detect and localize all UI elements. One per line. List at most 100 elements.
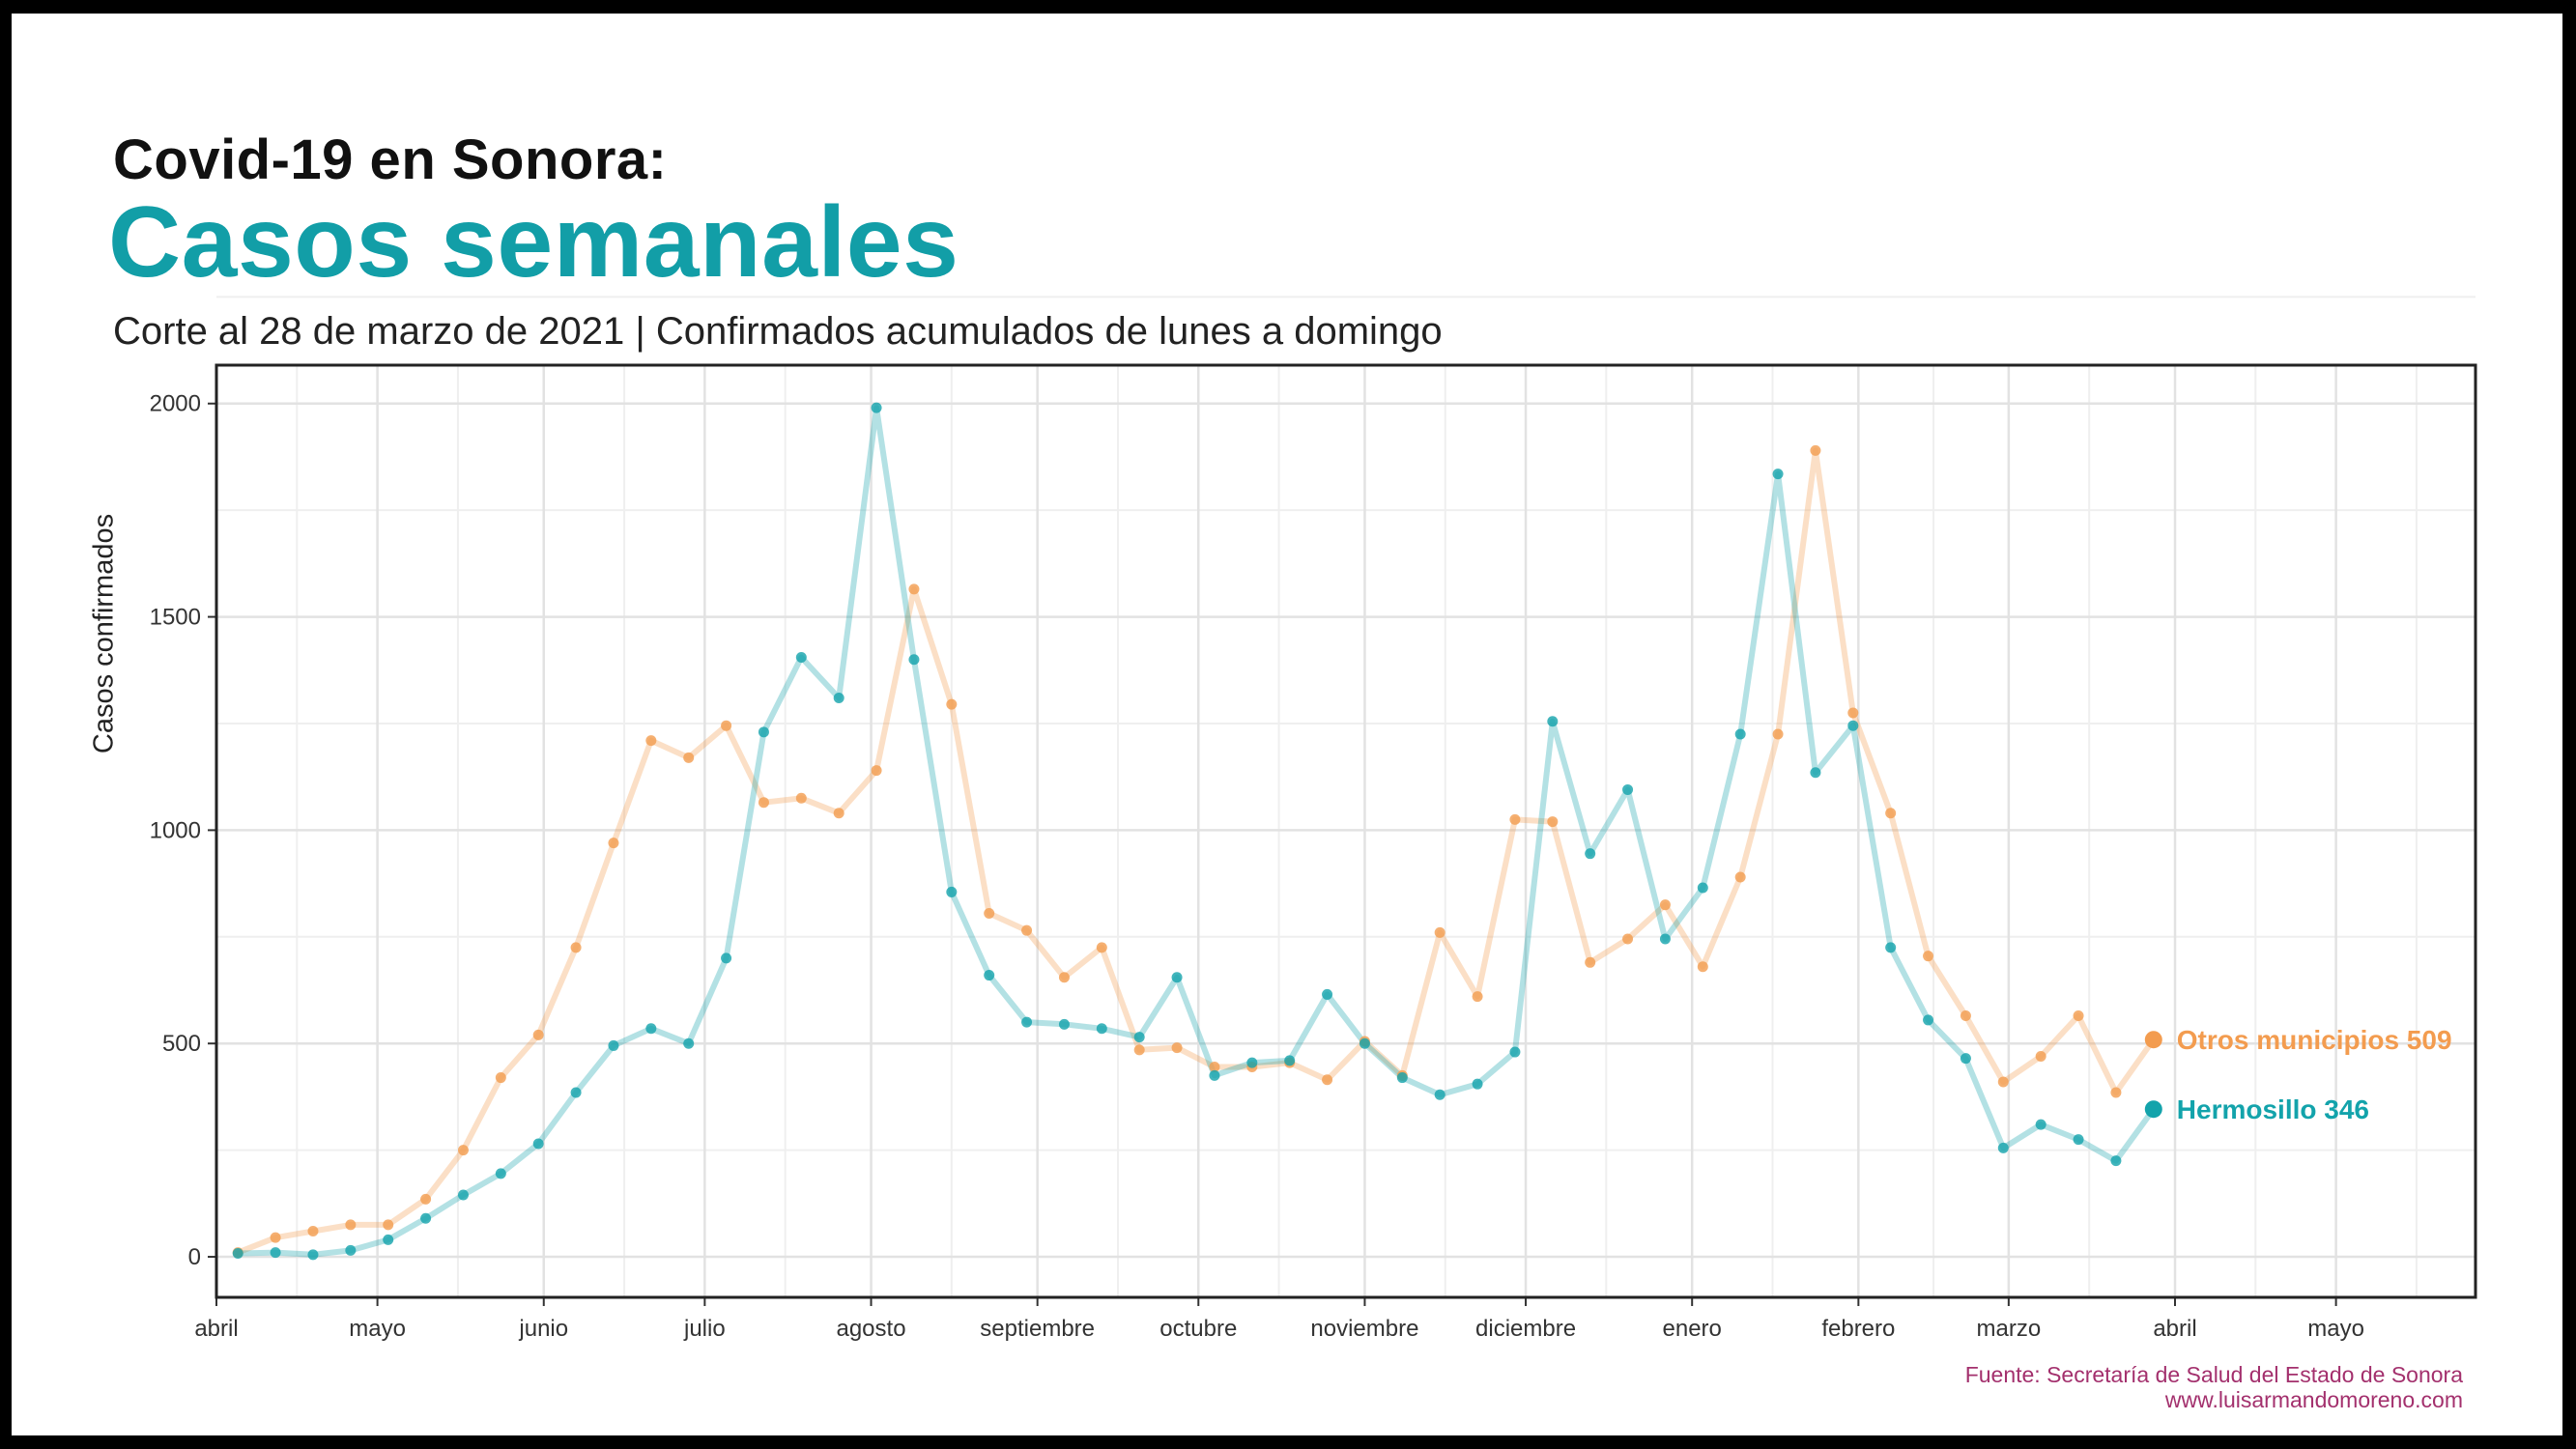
data-point-hermosillo (1058, 1018, 1070, 1030)
data-point-otros-municipios (532, 1029, 544, 1040)
data-point-otros-municipios (984, 908, 995, 920)
data-point-otros-municipios (683, 752, 695, 763)
data-point-hermosillo (345, 1244, 357, 1256)
x-tick-label: julio (683, 1316, 726, 1342)
data-point-otros-municipios (1058, 972, 1070, 983)
data-point-otros-municipios (1585, 956, 1596, 968)
data-point-otros-municipios (495, 1072, 506, 1084)
chart-pretitle: Covid-19 en Sonora: (113, 128, 668, 191)
data-point-hermosillo (457, 1189, 469, 1201)
data-point-otros-municipios (1322, 1074, 1333, 1086)
data-point-hermosillo (1096, 1023, 1107, 1035)
data-point-hermosillo (383, 1234, 394, 1245)
chart-card: Covid-19 en Sonora: Casos semanales Cort… (12, 14, 2562, 1435)
data-point-otros-municipios (1997, 1076, 2009, 1088)
plot-panel-border (215, 363, 2477, 1299)
data-point-otros-municipios (2073, 1010, 2084, 1022)
data-point-otros-municipios (1960, 1010, 1971, 1022)
data-point-otros-municipios (795, 792, 807, 804)
data-point-otros-municipios (946, 698, 958, 710)
data-point-otros-municipios (1472, 991, 1483, 1003)
data-point-hermosillo (420, 1212, 432, 1224)
data-point-otros-municipios (1923, 951, 1934, 962)
data-point-otros-municipios (608, 838, 619, 849)
chart-subtitle: Corte al 28 de marzo de 2021 | Confirmad… (113, 310, 1443, 353)
data-point-hermosillo (1960, 1053, 1971, 1065)
data-point-hermosillo (307, 1249, 319, 1261)
data-point-hermosillo (721, 952, 732, 964)
data-point-otros-municipios (1810, 444, 1821, 456)
data-point-hermosillo (1133, 1032, 1145, 1043)
data-point-hermosillo (2110, 1155, 2122, 1167)
data-point-hermosillo (1997, 1142, 2009, 1153)
data-point-hermosillo (1734, 728, 1746, 740)
data-point-hermosillo (2073, 1134, 2084, 1146)
data-point-otros-municipios (2035, 1050, 2046, 1062)
data-point-otros-municipios (1697, 961, 1708, 973)
data-point-hermosillo (2144, 1100, 2162, 1119)
end-label-hermosillo: Hermosillo 346 (2177, 1094, 2369, 1124)
data-point-otros-municipios (570, 942, 582, 953)
data-point-otros-municipios (1847, 707, 1859, 719)
data-point-hermosillo (532, 1138, 544, 1150)
data-point-otros-municipios (2144, 1031, 2162, 1049)
y-tick-label: 1000 (150, 817, 201, 843)
data-point-hermosillo (1246, 1057, 1258, 1068)
data-point-hermosillo (1322, 988, 1333, 1000)
data-point-hermosillo (1697, 882, 1708, 894)
data-point-hermosillo (984, 970, 995, 981)
data-point-otros-municipios (1209, 1062, 1220, 1073)
data-point-hermosillo (871, 402, 882, 413)
data-point-otros-municipios (345, 1219, 357, 1231)
data-point-otros-municipios (2110, 1087, 2122, 1098)
data-point-otros-municipios (833, 808, 844, 819)
y-tick-label: 2000 (150, 391, 201, 417)
data-point-hermosillo (1284, 1055, 1296, 1066)
data-point-hermosillo (1209, 1069, 1220, 1081)
x-tick-label: mayo (349, 1316, 406, 1342)
data-point-otros-municipios (1509, 813, 1521, 825)
data-point-otros-municipios (871, 765, 882, 777)
series-line-otros-municipios (235, 447, 2157, 1256)
data-point-otros-municipios (908, 583, 920, 595)
data-point-hermosillo (908, 654, 920, 666)
data-point-hermosillo (2035, 1119, 2046, 1130)
data-point-hermosillo (1171, 972, 1183, 983)
data-point-hermosillo (270, 1247, 281, 1259)
data-point-otros-municipios (1171, 1042, 1183, 1054)
data-point-hermosillo (645, 1023, 657, 1035)
data-point-hermosillo (946, 886, 958, 897)
website-credit: www.luisarmandomoreno.com (2164, 1387, 2463, 1412)
data-point-hermosillo (1509, 1046, 1521, 1058)
x-tick-label: abril (194, 1316, 238, 1342)
data-point-otros-municipios (1772, 728, 1784, 740)
data-point-hermosillo (1772, 469, 1784, 480)
x-tick-label: junio (518, 1316, 568, 1342)
x-tick-label: marzo (1977, 1316, 2042, 1342)
data-point-hermosillo (1659, 933, 1671, 945)
data-point-otros-municipios (457, 1145, 469, 1156)
data-point-hermosillo (683, 1037, 695, 1049)
x-tick-label: septiembre (980, 1316, 1095, 1342)
data-point-hermosillo (495, 1168, 506, 1179)
data-point-otros-municipios (721, 720, 732, 731)
data-point-hermosillo (1885, 942, 1897, 953)
series-line-hermosillo (235, 405, 2157, 1258)
data-point-hermosillo (1847, 720, 1859, 731)
data-point-otros-municipios (1021, 924, 1033, 936)
data-point-hermosillo (1622, 783, 1634, 795)
data-point-otros-municipios (758, 797, 769, 809)
data-point-otros-municipios (420, 1193, 432, 1205)
x-tick-label: noviembre (1310, 1316, 1418, 1342)
data-point-otros-municipios (1622, 933, 1634, 945)
data-point-otros-municipios (270, 1232, 281, 1243)
data-point-hermosillo (1923, 1014, 1934, 1026)
data-point-otros-municipios (1547, 816, 1559, 828)
data-point-hermosillo (1810, 767, 1821, 779)
data-point-hermosillo (1021, 1016, 1033, 1028)
data-point-otros-municipios (1659, 899, 1671, 911)
y-tick-label: 1500 (150, 605, 201, 631)
data-point-otros-municipios (307, 1226, 319, 1237)
